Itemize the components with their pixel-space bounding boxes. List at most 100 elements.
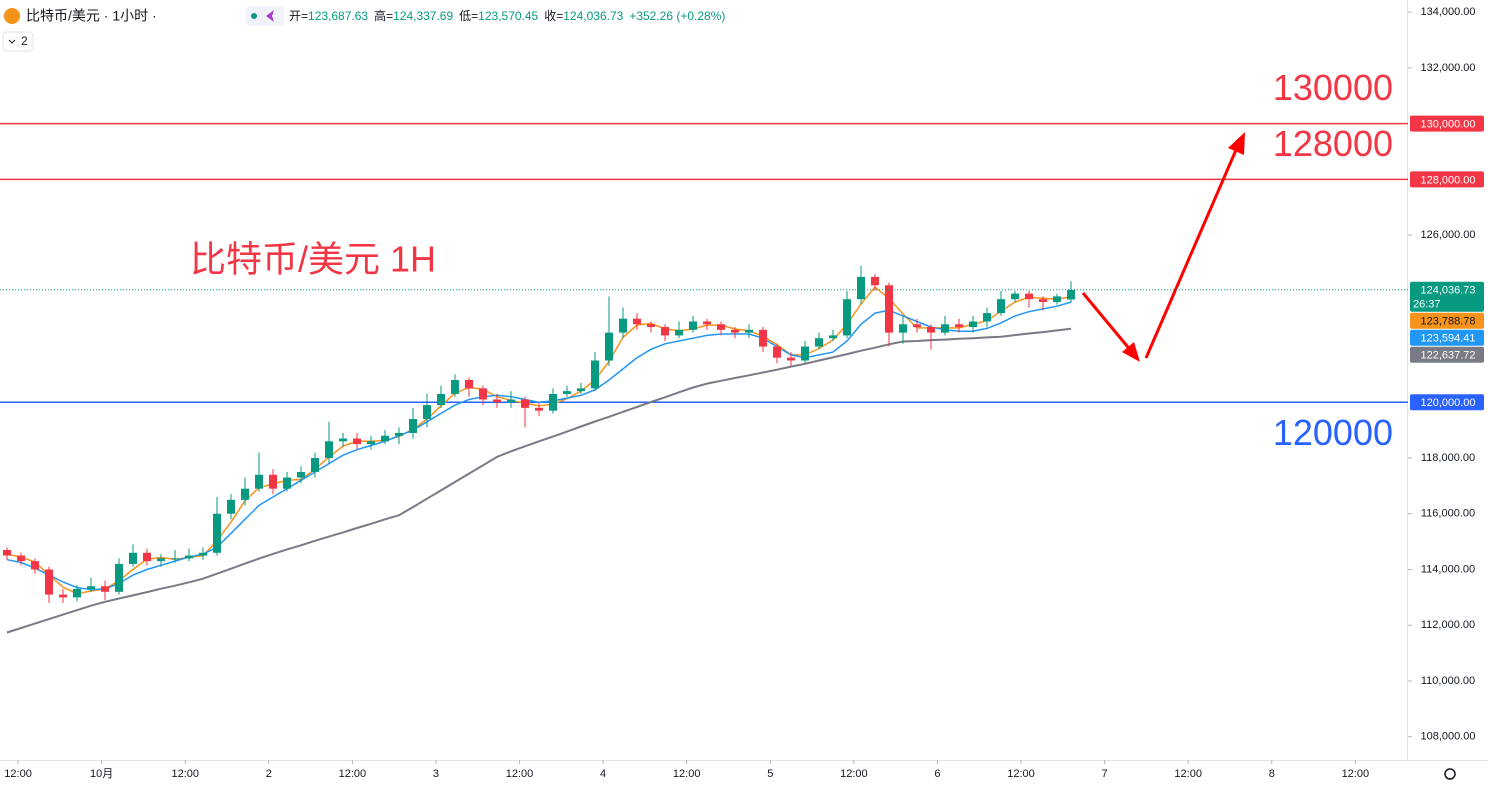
ohlc-value: 123,570.45 — [478, 9, 538, 23]
y-tick-label: 110,000.00 — [1421, 675, 1475, 687]
candle-body — [3, 549, 11, 556]
ma-tag — [1410, 346, 1484, 363]
y-tick-label: 134,000.00 — [1420, 6, 1475, 18]
candle-body — [857, 276, 865, 300]
price-annotation: 128000 — [1273, 123, 1393, 164]
candle-body — [311, 458, 319, 472]
x-tick-label: 12:00 — [840, 768, 868, 780]
candle-body — [815, 338, 823, 347]
candle-body — [969, 321, 977, 328]
indicators-toggle[interactable] — [2, 31, 34, 52]
y-tick-label: 108,000.00 — [1420, 731, 1475, 743]
y-tick-label: 118,000.00 — [1421, 452, 1475, 464]
candle-body — [479, 388, 487, 400]
candle-body — [283, 477, 291, 489]
candle-body — [773, 346, 781, 358]
x-tick-label: 2 — [266, 768, 272, 780]
candle-body — [759, 329, 767, 347]
moving-average — [6, 327, 1072, 634]
candle-body — [955, 324, 963, 328]
candle-body — [409, 419, 417, 433]
candle-body — [1053, 296, 1061, 302]
candle-body — [605, 332, 613, 361]
candle-body — [171, 558, 179, 560]
candle-body — [549, 393, 557, 411]
candle-body — [633, 318, 641, 325]
candle-body — [339, 438, 347, 442]
candle-body — [1067, 289, 1075, 300]
candle-body — [941, 324, 949, 333]
candle-body — [395, 432, 403, 436]
x-tick-label: 8 — [1269, 768, 1275, 780]
ohlc-value: 124,337.69 — [393, 9, 453, 23]
candle-body — [787, 357, 795, 361]
y-tick-label: 126,000.00 — [1420, 229, 1475, 241]
candle-body — [843, 299, 851, 336]
candle-body — [143, 552, 151, 562]
candle-body — [731, 329, 739, 333]
candle-body — [689, 321, 697, 330]
indicator-count: 2 — [21, 34, 28, 48]
legend-buttons[interactable] — [246, 6, 284, 26]
candle-body — [73, 589, 81, 598]
ohlc-name: 开= — [289, 9, 308, 23]
x-tick-label: 12:00 — [171, 768, 199, 780]
candle-body — [619, 318, 627, 333]
x-tick-label: 12:00 — [1174, 768, 1202, 780]
candle-body — [535, 407, 543, 411]
candle-body — [157, 558, 165, 562]
price-tag-label: 130,000.00 — [1420, 119, 1475, 131]
eye-icon — [251, 13, 257, 19]
last-price-tag — [1410, 281, 1484, 312]
ma-tag — [1410, 329, 1484, 346]
y-tick-label: 114,000.00 — [1421, 563, 1475, 575]
chevron-icon — [8, 39, 16, 44]
candle-body — [745, 329, 753, 333]
settings-icon[interactable] — [1444, 768, 1456, 780]
candle-body — [367, 441, 375, 445]
candle-body — [675, 329, 683, 336]
x-tick-label: 10月 — [90, 768, 113, 780]
x-tick-label: 5 — [767, 768, 773, 780]
candle-body — [129, 552, 137, 564]
candle-body — [703, 321, 711, 325]
y-tick-label: 116,000.00 — [1421, 508, 1475, 520]
candle-body — [59, 594, 67, 598]
x-tick-label: 7 — [1102, 768, 1108, 780]
x-tick-label: 12:00 — [4, 768, 32, 780]
ohlc-name: 收= — [544, 9, 563, 23]
indicator-icon — [266, 10, 274, 22]
price-tag — [1410, 171, 1484, 188]
candle-body — [325, 441, 333, 459]
candle-body — [353, 438, 361, 445]
price-annotation: 130000 — [1273, 67, 1393, 108]
candle-body — [801, 346, 809, 361]
x-tick-label: 12:00 — [1007, 768, 1035, 780]
candle-body — [997, 299, 1005, 314]
candle-body — [717, 324, 725, 330]
candle-body — [185, 555, 193, 559]
candle-body — [255, 474, 263, 489]
candle-body — [45, 569, 53, 595]
ma-tag — [1410, 312, 1484, 329]
candle-body — [213, 513, 221, 553]
candle-body — [563, 391, 571, 394]
ohlc-value: 124,036.73 — [563, 9, 623, 23]
x-tick-label: 6 — [934, 768, 940, 780]
candle-body — [927, 327, 935, 333]
symbol[interactable]: 比特币/美元 · 1小时 · — [26, 8, 157, 24]
price-annotation: 120000 — [1273, 412, 1393, 453]
x-tick-label: 4 — [600, 768, 606, 780]
candle-body — [451, 380, 459, 394]
ma-tag-label: 123,594.41 — [1420, 333, 1475, 345]
candle-body — [871, 276, 879, 286]
candle-body — [381, 435, 389, 442]
x-tick-label: 3 — [433, 768, 439, 780]
y-tick-label: 132,000.00 — [1420, 62, 1475, 74]
candle-body — [1011, 293, 1019, 300]
ohlc-name: 低= — [459, 9, 478, 23]
candle-body — [1025, 293, 1033, 300]
price-tag — [1410, 115, 1484, 132]
candle-body — [465, 380, 473, 389]
